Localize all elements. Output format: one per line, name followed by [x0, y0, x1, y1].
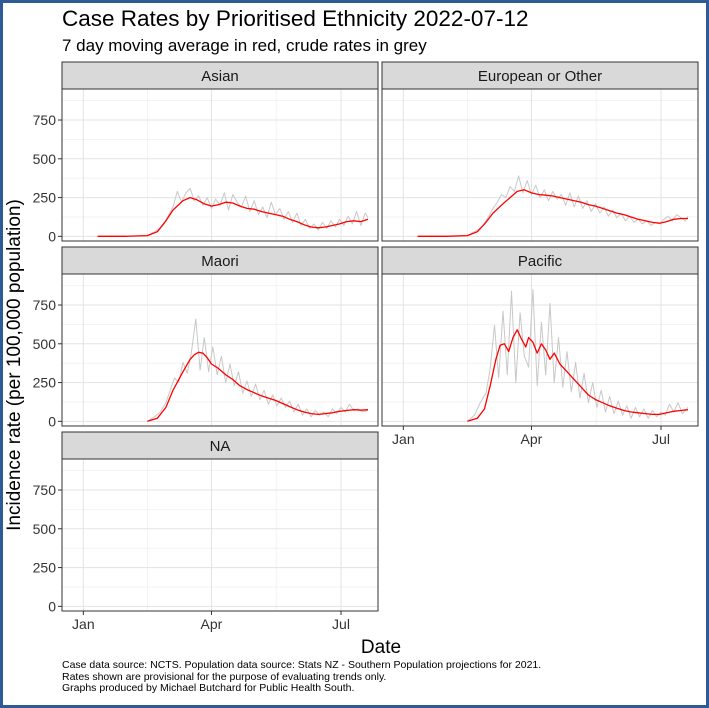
panel-asian: Asian 0 250 500 750 [33, 61, 379, 244]
crude-rate-line [467, 289, 689, 422]
panel-border [61, 88, 379, 242]
panel-background [62, 274, 378, 426]
y-tick-label: 0 [48, 413, 56, 429]
moving-average-line [467, 329, 689, 422]
panel-background [382, 89, 698, 241]
chart-title: Case Rates by Prioritised Ethnicity 2022… [62, 6, 528, 31]
facet-strip [61, 246, 379, 275]
facet-label: NA [210, 438, 231, 455]
caption-line-credit: Graphs produced by Michael Butchard for … [62, 682, 355, 694]
y-tick-label: 0 [48, 598, 56, 614]
y-tick-label: 250 [33, 560, 57, 576]
x-tick-label: Jan [392, 431, 415, 447]
panel-border [381, 273, 699, 427]
x-tick-label: Jul [332, 616, 350, 632]
caption-line-sources: Case data source: NCTS. Population data … [62, 659, 542, 671]
panel-border [61, 458, 379, 612]
facet-strip [381, 246, 699, 275]
caption: Case data source: NCTS. Population data … [62, 659, 542, 695]
panel-na: NA 0 250 500 750 Jan Apr Jul [33, 431, 379, 632]
moving-average-line [417, 189, 688, 237]
y-tick-label: 500 [33, 336, 57, 352]
moving-average-line [97, 196, 369, 237]
y-tick-label: 250 [33, 375, 57, 391]
y-tick-label: 750 [33, 112, 57, 128]
y-tick-label: 750 [33, 297, 57, 313]
facet-label: European or Other [478, 68, 602, 85]
panel-pacific: Pacific Jan Apr Jul [381, 246, 699, 447]
crude-rate-line [417, 175, 689, 237]
y-tick-label: 0 [48, 228, 56, 244]
y-tick-label: 500 [33, 521, 57, 537]
y-tick-label: 500 [33, 151, 57, 167]
y-tick-label: 250 [33, 190, 57, 206]
y-tick-label: 750 [33, 482, 57, 498]
facet-label: Asian [201, 68, 239, 85]
facet-strip [61, 61, 379, 90]
crude-rate-line [147, 318, 369, 422]
x-tick-label: Apr [201, 616, 223, 632]
x-axis-label: Date [361, 637, 401, 658]
crude-rate-line [97, 187, 369, 237]
x-tick-label: Jul [652, 431, 670, 447]
panel-european-or-other: European or Other [381, 61, 699, 242]
facet-label: Maori [201, 253, 239, 270]
x-tick-label: Apr [521, 431, 543, 447]
facet-strip [381, 61, 699, 90]
x-tick-label: Jan [72, 616, 95, 632]
caption-line-provisional: Rates shown are provisional for the purp… [62, 670, 387, 683]
chart-subtitle: 7 day moving average in red, crude rates… [62, 36, 427, 55]
facet-label: Pacific [518, 253, 563, 270]
facet-strip [61, 431, 379, 460]
panel-background [62, 459, 378, 611]
panel-border [381, 88, 699, 242]
panel-border [61, 273, 379, 427]
moving-average-line [147, 351, 369, 422]
y-axis-label: Incidence rate (per 100,000 population) [4, 199, 25, 531]
panel-maori: Maori 0 250 500 750 [33, 246, 379, 429]
panel-background [62, 89, 378, 241]
